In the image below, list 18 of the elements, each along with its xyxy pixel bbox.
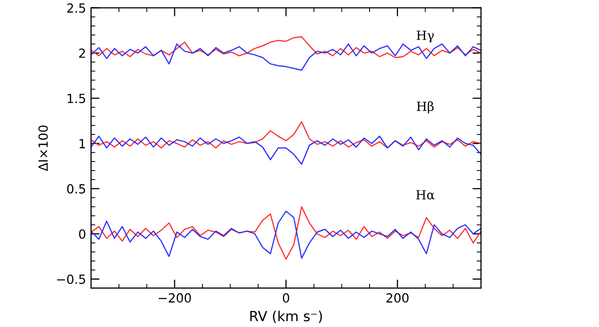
line-series [91, 43, 481, 71]
y-tick-label: 1.5 [68, 94, 86, 104]
y-axis-title: ΔI×100 [38, 126, 48, 172]
x-axis-title: RV (km s⁻) [250, 310, 322, 323]
line-series [91, 136, 481, 165]
x-tick-label: 0 [282, 293, 290, 303]
y-tick-label: 0.5 [67, 184, 86, 194]
annotation: Hγ [416, 30, 434, 42]
y-tick-label: 1 [80, 139, 86, 148]
y-tick-label: 2 [79, 48, 85, 58]
y-tick-label: −0.5 [57, 274, 86, 284]
x-tick-label: 200 [386, 293, 409, 303]
y-tick-label: 0 [79, 229, 86, 239]
x-tick-label: −200 [158, 293, 191, 303]
annotation: Hβ [416, 101, 434, 114]
y-tick-label: 2.5 [67, 3, 86, 13]
annotation: Hα [416, 190, 435, 200]
line-series [91, 121, 481, 149]
